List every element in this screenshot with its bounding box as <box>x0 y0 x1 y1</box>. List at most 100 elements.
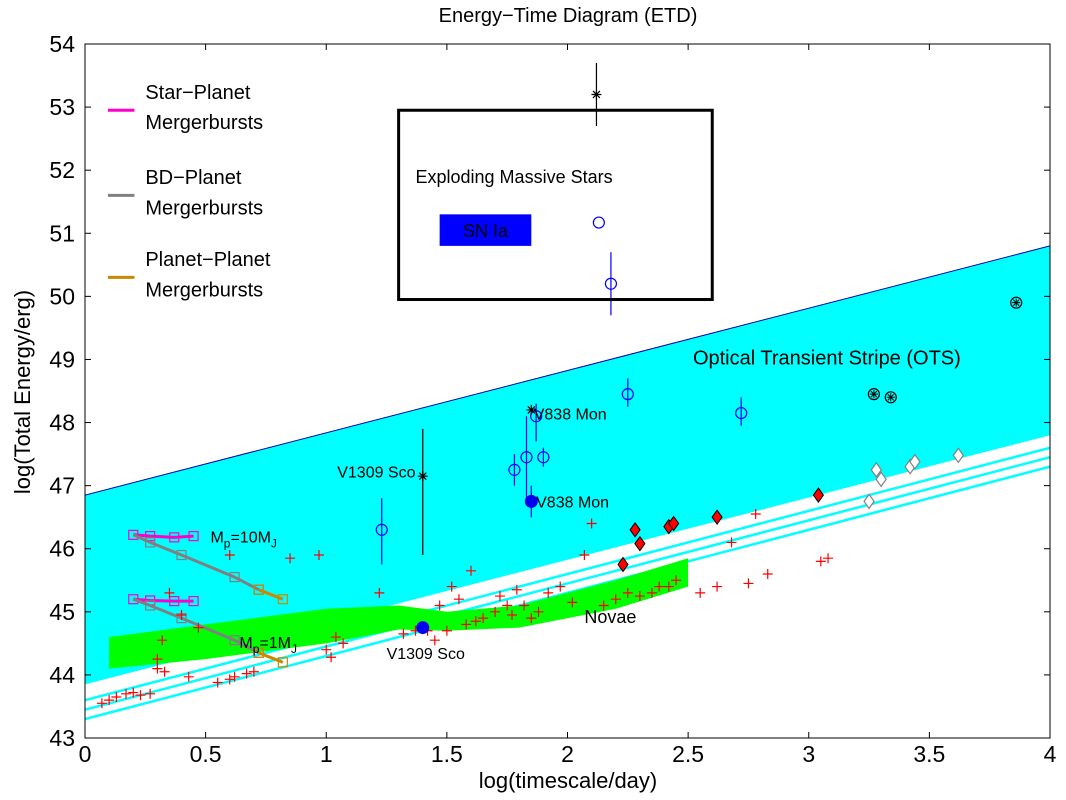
blue-open-circle-marker <box>530 410 543 423</box>
y-tick-label: 52 <box>49 157 75 183</box>
red-plus-marker <box>176 609 187 620</box>
red-diamond-marker <box>617 556 629 573</box>
x-tick-label: 2 <box>561 741 574 767</box>
novae-band <box>109 558 689 669</box>
red-plus-marker <box>441 625 452 636</box>
red-plus-marker <box>507 609 518 620</box>
bd-planet-track-marker <box>229 572 240 583</box>
y-tick-label: 45 <box>49 599 75 625</box>
blue-open-circle-marker <box>537 451 550 464</box>
blue-open-circle-marker <box>735 406 748 420</box>
red-plus-marker <box>429 635 440 646</box>
red-diamond-marker <box>812 487 825 503</box>
red-plus-marker <box>212 677 223 688</box>
legend-label: Mergerbursts <box>145 197 263 219</box>
red-plus-marker <box>663 581 674 592</box>
bd-planet-track <box>132 533 260 592</box>
mp-1mj-label: Mp=1MJ <box>239 635 297 656</box>
red-plus-marker <box>224 674 235 685</box>
y-tick-label: 47 <box>49 473 75 499</box>
red-plus-marker <box>285 553 296 564</box>
star-planet-track <box>133 533 194 539</box>
plot-area: Exploding Massive Stars SN Ia Optical Tran… <box>49 31 1056 767</box>
red-plus-marker <box>398 628 409 639</box>
red-plus-marker <box>470 616 481 627</box>
x-tick-label: 3 <box>802 741 815 767</box>
red-plus-marker <box>326 652 337 663</box>
red-plus-marker <box>533 606 544 617</box>
red-plus-marker <box>466 565 476 576</box>
x-tick-label: 1 <box>320 741 333 767</box>
red-plus-marker <box>478 613 489 624</box>
y-axis-title: log(Total Energy/erg) <box>10 290 35 494</box>
legend-label: Planet−Planet <box>145 249 271 271</box>
open-diamond-marker <box>909 453 921 470</box>
red-plus-marker <box>823 553 834 564</box>
red-plus-marker <box>224 550 235 561</box>
legend-label: Mergerbursts <box>145 279 263 301</box>
v1309-sco-label: V1309 Sco <box>337 464 415 481</box>
legend-label: BD−Planet <box>145 167 242 189</box>
legend-label: Star−Planet <box>145 82 251 104</box>
red-plus-marker <box>586 518 597 529</box>
star-planet-track-marker <box>169 595 180 607</box>
red-plus-marker <box>241 668 252 679</box>
x-axis-title: log(timescale/day) <box>479 768 658 793</box>
red-plus-marker <box>183 671 194 682</box>
red-plus-marker <box>338 638 349 649</box>
red-plus-marker <box>519 600 530 611</box>
red-plus-marker <box>750 509 761 520</box>
red-plus-marker <box>598 600 609 611</box>
red-plus-marker <box>654 581 665 592</box>
open-diamond-marker <box>875 471 887 488</box>
bd-planet-track-marker <box>145 600 156 611</box>
y-tick-label: 44 <box>49 662 75 688</box>
exploding-stars-label: Exploding Massive Stars <box>416 167 613 187</box>
red-plus-marker <box>543 587 554 598</box>
black-star-marker <box>417 471 428 482</box>
stripe-line <box>85 465 1050 721</box>
star-planet-track-marker <box>188 595 199 607</box>
ots-label: Optical Transient Stripe (OTS) <box>693 348 961 370</box>
star-planet-track-marker <box>145 531 156 542</box>
planet-planet-track-marker <box>253 647 264 658</box>
red-plus-marker <box>446 581 457 592</box>
red-plus-marker <box>461 619 472 630</box>
red-plus-marker <box>330 632 341 643</box>
red-plus-marker <box>622 587 633 598</box>
planet-planet-track-marker <box>277 657 288 668</box>
star-planet-track-marker <box>128 594 139 605</box>
red-plus-marker <box>321 644 332 655</box>
v838-mon-blue-label: V838 Mon <box>536 495 609 512</box>
circled-star-marker <box>1012 298 1021 307</box>
planet-planet-track-marker <box>253 584 264 595</box>
circled-star-ring <box>1010 296 1023 309</box>
legend-label: Mergerbursts <box>145 112 263 134</box>
x-tick-label: 4 <box>1044 741 1057 767</box>
circled-star-marker <box>869 390 878 399</box>
bd-planet-track-marker <box>145 537 156 548</box>
red-plus-marker <box>121 688 132 699</box>
red-diamond-marker <box>629 521 641 538</box>
bd-planet-track-marker <box>229 635 240 646</box>
star-planet-track-marker <box>188 531 199 542</box>
y-tick-label: 49 <box>49 346 75 372</box>
blue-open-circle-marker <box>520 451 533 464</box>
red-plus-marker <box>453 594 464 605</box>
x-tick-label: 0 <box>79 741 92 767</box>
red-plus-marker <box>671 575 682 586</box>
blue-open-circle-marker <box>604 277 618 290</box>
star-planet-track <box>133 597 194 603</box>
y-tick-label: 51 <box>49 220 75 246</box>
blue-open-circle-marker <box>621 388 634 401</box>
y-tick-label: 43 <box>49 725 75 751</box>
planet-planet-track-marker <box>277 594 288 605</box>
exploding-stars-box <box>397 108 714 302</box>
red-plus-marker <box>646 587 657 598</box>
red-plus-marker <box>159 666 170 677</box>
red-diamond-marker <box>668 515 680 532</box>
red-plus-marker <box>157 635 168 646</box>
circled-star-ring <box>867 388 880 401</box>
red-plus-marker <box>502 600 513 611</box>
